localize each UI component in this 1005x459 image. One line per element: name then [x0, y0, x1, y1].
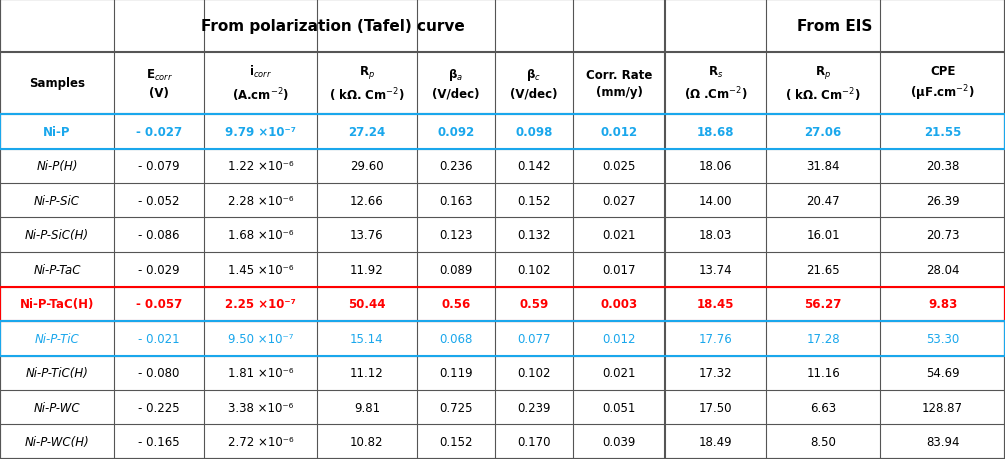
Text: 17.50: 17.50 [699, 401, 733, 414]
Text: 6.63: 6.63 [810, 401, 836, 414]
Text: 128.87: 128.87 [923, 401, 963, 414]
Text: 11.92: 11.92 [350, 263, 384, 276]
Text: 12.66: 12.66 [350, 194, 384, 207]
Text: 0.725: 0.725 [439, 401, 472, 414]
Text: - 0.021: - 0.021 [138, 332, 180, 345]
Text: - 0.052: - 0.052 [139, 194, 180, 207]
Text: Ni-P-SiC(H): Ni-P-SiC(H) [25, 229, 89, 242]
Text: 27.24: 27.24 [348, 125, 386, 139]
Text: Ni-P-WC(H): Ni-P-WC(H) [24, 435, 89, 448]
Text: 83.94: 83.94 [926, 435, 960, 448]
Text: 0.56: 0.56 [441, 297, 470, 311]
Text: 0.152: 0.152 [518, 194, 551, 207]
Text: 0.003: 0.003 [601, 297, 638, 311]
Text: 0.102: 0.102 [518, 366, 551, 380]
Text: 14.00: 14.00 [699, 194, 733, 207]
Text: 20.47: 20.47 [806, 194, 840, 207]
Text: Samples: Samples [29, 77, 85, 90]
Text: - 0.027: - 0.027 [136, 125, 182, 139]
Text: 10.82: 10.82 [350, 435, 384, 448]
Text: 2.25 ×10⁻⁷: 2.25 ×10⁻⁷ [225, 297, 295, 311]
Text: 9.79 ×10⁻⁷: 9.79 ×10⁻⁷ [225, 125, 295, 139]
Text: 0.077: 0.077 [518, 332, 551, 345]
Text: 20.38: 20.38 [926, 160, 960, 173]
Text: E$_{{corr}}$
(V): E$_{{corr}}$ (V) [146, 68, 173, 100]
Text: 18.45: 18.45 [697, 297, 735, 311]
Text: - 0.086: - 0.086 [139, 229, 180, 242]
Text: 21.55: 21.55 [924, 125, 961, 139]
Text: 2.28 ×10⁻⁶: 2.28 ×10⁻⁶ [228, 194, 293, 207]
Text: 0.025: 0.025 [602, 160, 636, 173]
Text: 0.068: 0.068 [439, 332, 472, 345]
Text: Corr. Rate
(mm/y): Corr. Rate (mm/y) [586, 69, 652, 99]
Text: Ni-P: Ni-P [43, 125, 70, 139]
Text: 0.012: 0.012 [602, 332, 636, 345]
Text: Ni-P-SiC: Ni-P-SiC [34, 194, 80, 207]
Text: 21.65: 21.65 [806, 263, 840, 276]
Text: 0.239: 0.239 [518, 401, 551, 414]
Text: 18.68: 18.68 [697, 125, 735, 139]
Text: 11.16: 11.16 [806, 366, 840, 380]
Text: - 0.080: - 0.080 [139, 366, 180, 380]
Text: - 0.225: - 0.225 [138, 401, 180, 414]
Text: 18.06: 18.06 [699, 160, 733, 173]
Text: 0.132: 0.132 [518, 229, 551, 242]
Text: 0.039: 0.039 [602, 435, 636, 448]
Text: 9.50 ×10⁻⁷: 9.50 ×10⁻⁷ [228, 332, 293, 345]
Text: - 0.165: - 0.165 [138, 435, 180, 448]
Text: 0.123: 0.123 [439, 229, 472, 242]
Text: 1.81 ×10⁻⁶: 1.81 ×10⁻⁶ [228, 366, 293, 380]
Text: 1.68 ×10⁻⁶: 1.68 ×10⁻⁶ [228, 229, 293, 242]
Text: 13.76: 13.76 [350, 229, 384, 242]
Text: 20.73: 20.73 [926, 229, 960, 242]
Text: Ni-P-WC: Ni-P-WC [33, 401, 80, 414]
Text: From EIS: From EIS [797, 19, 872, 34]
Text: 28.04: 28.04 [926, 263, 960, 276]
Text: 0.170: 0.170 [518, 435, 551, 448]
Text: 11.12: 11.12 [350, 366, 384, 380]
Text: CPE
(μF.cm$^{{-2}}$): CPE (μF.cm$^{{-2}}$) [911, 65, 975, 103]
Text: 16.01: 16.01 [806, 229, 840, 242]
Text: 17.32: 17.32 [698, 366, 733, 380]
Text: 0.092: 0.092 [437, 125, 474, 139]
Text: - 0.029: - 0.029 [138, 263, 180, 276]
Text: 0.102: 0.102 [518, 263, 551, 276]
Text: 0.119: 0.119 [439, 366, 472, 380]
Text: 0.017: 0.017 [602, 263, 636, 276]
Text: 53.30: 53.30 [926, 332, 959, 345]
Text: 17.28: 17.28 [806, 332, 840, 345]
Text: Ni-P(H): Ni-P(H) [36, 160, 77, 173]
Text: 13.74: 13.74 [698, 263, 733, 276]
Text: 0.236: 0.236 [439, 160, 472, 173]
Text: 9.83: 9.83 [928, 297, 957, 311]
Text: Ni-P-TaC(H): Ni-P-TaC(H) [20, 297, 94, 311]
Text: R$_{{p}}$
( kΩ. Cm$^{{-2}}$): R$_{{p}}$ ( kΩ. Cm$^{{-2}}$) [329, 64, 405, 104]
Text: 27.06: 27.06 [805, 125, 842, 139]
Text: Ni-P-TiC: Ni-P-TiC [34, 332, 79, 345]
Text: 3.38 ×10⁻⁶: 3.38 ×10⁻⁶ [228, 401, 293, 414]
Text: Ni-P-TiC(H): Ni-P-TiC(H) [25, 366, 88, 380]
Text: 0.021: 0.021 [602, 229, 636, 242]
Text: R$_{{p}}$
( kΩ. Cm$^{{-2}}$): R$_{{p}}$ ( kΩ. Cm$^{{-2}}$) [785, 64, 861, 104]
Text: 17.76: 17.76 [698, 332, 733, 345]
Text: 18.49: 18.49 [698, 435, 733, 448]
Text: β$_{{a}}$
(V/dec): β$_{{a}}$ (V/dec) [432, 67, 479, 100]
Text: R$_{{s}}$
(Ω .Cm$^{{-2}}$): R$_{{s}}$ (Ω .Cm$^{{-2}}$) [683, 65, 748, 103]
Text: 9.81: 9.81 [354, 401, 380, 414]
Text: 26.39: 26.39 [926, 194, 960, 207]
Text: 0.142: 0.142 [518, 160, 551, 173]
Text: 0.012: 0.012 [601, 125, 638, 139]
Text: 56.27: 56.27 [805, 297, 842, 311]
Text: 0.089: 0.089 [439, 263, 472, 276]
Text: 0.098: 0.098 [516, 125, 553, 139]
Text: 0.152: 0.152 [439, 435, 472, 448]
Text: 0.027: 0.027 [602, 194, 636, 207]
Text: 50.44: 50.44 [348, 297, 386, 311]
Text: i$_{{corr}}$
(A.cm$^{{-2}}$): i$_{{corr}}$ (A.cm$^{{-2}}$) [232, 64, 289, 103]
Text: 31.84: 31.84 [806, 160, 840, 173]
Text: 8.50: 8.50 [810, 435, 836, 448]
Text: 0.021: 0.021 [602, 366, 636, 380]
Text: - 0.079: - 0.079 [138, 160, 180, 173]
Text: 54.69: 54.69 [926, 366, 960, 380]
